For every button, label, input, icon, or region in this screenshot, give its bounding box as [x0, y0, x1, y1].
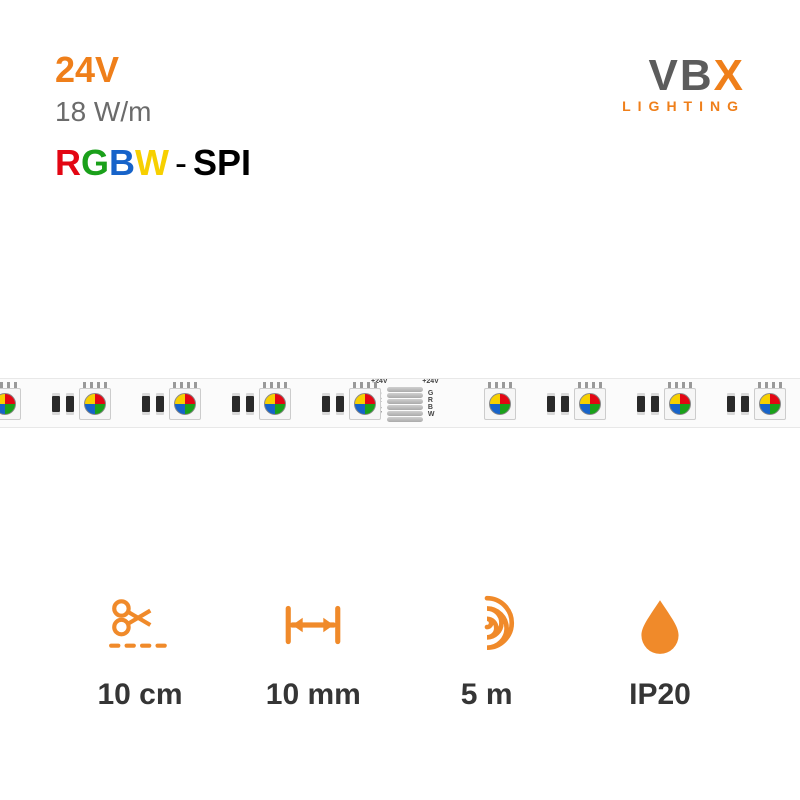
spec-ip: IP20: [590, 590, 730, 712]
smd-resistor: [66, 396, 74, 412]
smd-resistor: [727, 396, 735, 412]
pad-rows: [387, 387, 423, 422]
smd-resistor: [156, 396, 164, 412]
header: 24V 18 W/m R G B W - SPI VBX LIGHTING: [55, 50, 745, 184]
pad-labels-right: GRBW: [428, 390, 435, 418]
spec-cut: 10 cm: [70, 590, 210, 712]
rgbw-r: R: [55, 142, 81, 184]
smd-resistor: [322, 396, 330, 412]
led-strip-inner: +24V +24V GRBW GRBW: [0, 379, 800, 427]
logo-main-a: VB: [649, 51, 714, 100]
smd-resistor: [651, 396, 659, 412]
pad-label: W: [428, 411, 435, 418]
spec-width-label: 10 mm: [266, 678, 361, 712]
rgbw-b: B: [109, 142, 135, 184]
smd-resistor: [336, 396, 344, 412]
pad-row: [387, 393, 423, 398]
rgbw-w: W: [135, 142, 169, 184]
led-chip: [169, 388, 201, 420]
rgbw-spi: SPI: [193, 142, 251, 184]
led-chip: [349, 388, 381, 420]
rgbw-dash: -: [175, 142, 187, 184]
pad-label: G: [428, 390, 435, 397]
logo: VBX LIGHTING: [622, 50, 745, 114]
scissors-icon: [107, 590, 173, 660]
spec-width: 10 mm: [243, 590, 383, 712]
led-strip: +24V +24V GRBW GRBW: [0, 378, 800, 428]
smd-resistor: [52, 396, 60, 412]
pad-row: [387, 417, 423, 422]
led-chip: [0, 388, 21, 420]
smd-resistor: [561, 396, 569, 412]
smd-resistor: [142, 396, 150, 412]
spec-row: 10 cm 10 mm 5 m: [70, 590, 730, 712]
smd-resistor: [637, 396, 645, 412]
led-chip: [259, 388, 291, 420]
spec-cut-label: 10 cm: [97, 678, 182, 712]
spec-ip-label: IP20: [629, 678, 691, 712]
smd-resistor: [246, 396, 254, 412]
led-chip: [754, 388, 786, 420]
spec-reel: 5 m: [417, 590, 557, 712]
header-specs: 24V 18 W/m R G B W - SPI: [55, 50, 251, 184]
voltage-value: 24V: [55, 50, 251, 90]
led-chip: [484, 388, 516, 420]
logo-main: VBX: [622, 56, 745, 96]
width-icon: [280, 590, 346, 660]
logo-sub: LIGHTING: [622, 98, 745, 114]
rgbw-line: R G B W - SPI: [55, 142, 251, 184]
led-chip: [574, 388, 606, 420]
spiral-icon: [454, 590, 520, 660]
pad-row: [387, 387, 423, 392]
pad-v24-right: +24V: [422, 378, 439, 385]
pad-row: [387, 399, 423, 404]
led-chip: [664, 388, 696, 420]
led-chip: [79, 388, 111, 420]
rgbw-g: G: [81, 142, 109, 184]
spec-reel-label: 5 m: [461, 678, 513, 712]
pad-label: B: [428, 404, 435, 411]
droplet-icon: [627, 590, 693, 660]
wattage-value: 18 W/m: [55, 96, 251, 128]
logo-main-b: X: [714, 51, 745, 100]
smd-resistor: [547, 396, 555, 412]
solder-pads: +24V +24V GRBW GRBW: [375, 385, 435, 423]
smd-resistor: [741, 396, 749, 412]
pad-row: [387, 405, 423, 410]
smd-resistor: [232, 396, 240, 412]
pad-label: R: [428, 397, 435, 404]
pad-row: [387, 411, 423, 416]
